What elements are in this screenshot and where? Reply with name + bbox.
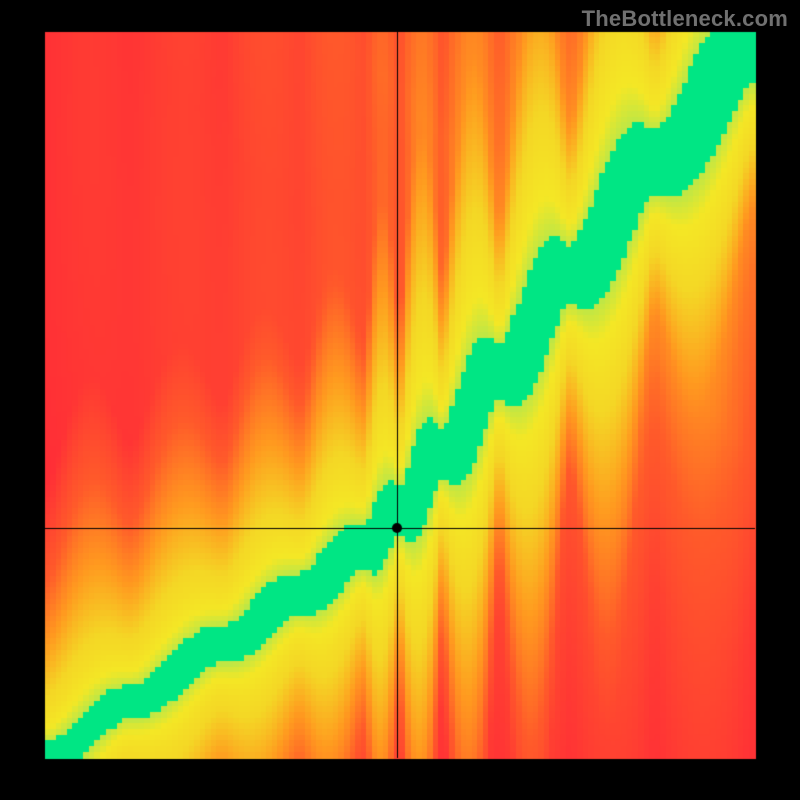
figure-container: TheBottleneck.com — [0, 0, 800, 800]
heatmap-canvas — [0, 0, 800, 800]
source-watermark: TheBottleneck.com — [582, 6, 788, 32]
